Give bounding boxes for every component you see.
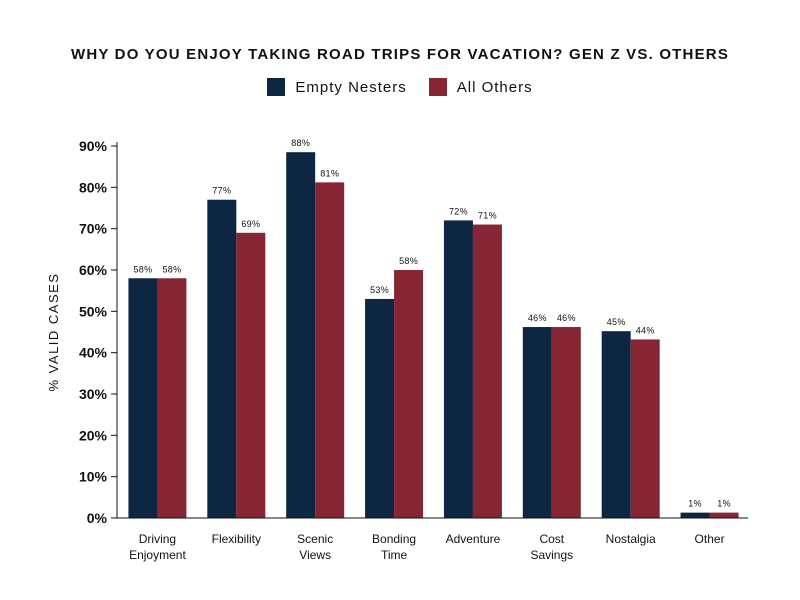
bar-all-others [551,327,581,518]
y-tick-label: 70% [79,221,108,237]
data-label: 71% [478,211,497,221]
data-label: 45% [607,317,626,327]
y-tick-label: 90% [79,138,108,154]
data-label: 58% [399,256,418,266]
bar-empty-nesters [286,152,316,518]
y-tick-label: 60% [79,262,108,278]
data-label: 69% [241,219,260,229]
x-category-label: Cost Savings [530,532,573,562]
x-category-label: Adventure [446,532,501,546]
data-label: 88% [291,138,310,148]
chart-title: WHY DO YOU ENJOY TAKING ROAD TRIPS FOR V… [70,46,730,63]
data-label: 46% [557,313,576,323]
legend-item-all-others: All Others [428,78,533,96]
legend-label-all-others: All Others [456,78,533,96]
bars [128,152,739,519]
bar-empty-nesters [443,220,473,518]
data-label: 1% [688,499,702,509]
y-tick-label: 40% [79,345,108,361]
legend: Empty Nesters All Others [0,78,800,96]
legend-swatch-empty-nesters [267,78,286,96]
bar-empty-nesters [680,512,710,518]
bar-all-others [472,224,502,519]
bar-all-others [394,270,424,518]
y-tick-label: 80% [79,179,108,195]
data-label: 44% [636,325,655,335]
data-label: 81% [320,168,339,178]
bar-empty-nesters [128,278,158,518]
y-tick-label: 20% [79,427,108,443]
data-label: 77% [212,186,231,196]
bar-all-others [709,512,739,518]
data-label: 46% [528,313,547,323]
x-category-label: Bonding Time [372,532,416,562]
bar-empty-nesters [522,327,552,518]
data-label: 58% [133,264,152,274]
bar-all-others [157,278,187,518]
x-category-label: Nostalgia [606,532,656,546]
bar-all-others [315,182,345,518]
y-axis-label: % VALID CASES [46,273,61,392]
data-labels: 58% 58% 77% 69% 88% 81% 53% 58% 72% 71% 46% 46% 45% 4… [133,138,730,508]
bar-empty-nesters [601,331,631,518]
y-axis-ticks: 0% 10% 20% 30% 40% 50% 60% 70% 80% 90% [79,138,117,526]
bar-all-others [630,339,660,518]
x-category-label: Flexibility [212,532,261,546]
data-label: 72% [449,206,468,216]
y-tick-label: 50% [79,303,108,319]
x-category-label: Scenic Views [297,532,333,562]
data-label: 1% [717,499,731,509]
legend-swatch-all-others [428,78,447,96]
data-label: 53% [370,285,389,295]
y-tick-label: 10% [79,469,108,485]
legend-label-empty-nesters: Empty Nesters [295,78,407,96]
x-category-label: Driving Enjoyment [129,532,186,562]
x-category-label: Other [695,532,725,546]
y-tick-label: 0% [87,510,108,526]
bar-all-others [236,232,266,519]
x-axis-categories: Driving Enjoyment Flexibility Scenic Views Bo… [129,532,724,562]
y-tick-label: 30% [79,386,108,402]
legend-item-empty-nesters: Empty Nesters [267,78,406,96]
data-label: 58% [162,264,181,274]
bar-empty-nesters [365,298,395,518]
bar-empty-nesters [207,199,237,518]
